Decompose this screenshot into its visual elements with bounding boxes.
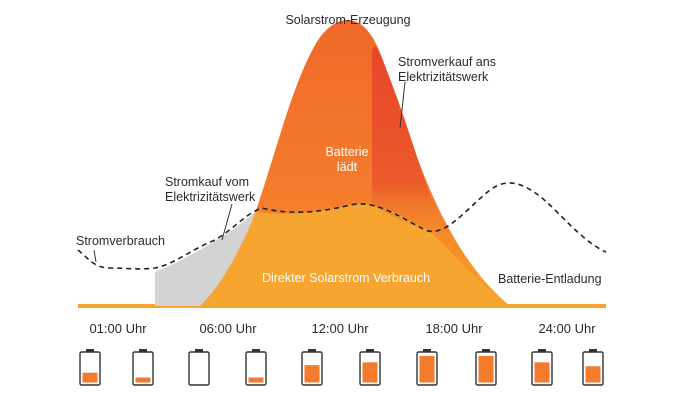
battery-icon <box>79 349 101 386</box>
battery-icon <box>416 349 438 386</box>
battery-cap <box>86 349 94 352</box>
battery-icon <box>301 349 323 386</box>
solar-peak-label: Solarstrom-Erzeugung <box>285 13 410 27</box>
battery-icon <box>531 349 553 386</box>
time-label: 18:00 Uhr <box>425 321 483 336</box>
battery-charge-level <box>82 372 98 383</box>
battery-charging-label-line2: lädt <box>337 160 358 174</box>
battery-cap <box>252 349 260 352</box>
battery-charge-level <box>585 366 601 383</box>
battery-body <box>245 351 267 386</box>
direct-use-label: Direkter Solarstrom Verbrauch <box>262 271 430 285</box>
battery-cap <box>139 349 147 352</box>
buy-leader-line <box>221 203 233 241</box>
battery-charge-level <box>248 377 264 383</box>
battery-cap <box>195 349 203 352</box>
battery-icon <box>582 349 604 386</box>
battery-icon <box>475 349 497 386</box>
battery-charging-label-line1: Batterie <box>325 145 368 159</box>
battery-cap <box>589 349 597 352</box>
battery-cap <box>423 349 431 352</box>
battery-body <box>188 351 210 386</box>
battery-icon <box>245 349 267 386</box>
battery-row <box>79 349 604 386</box>
consumption-label: Stromverbrauch <box>76 234 165 248</box>
battery-cap <box>366 349 374 352</box>
battery-icon <box>188 349 210 386</box>
time-label: 24:00 Uhr <box>538 321 596 336</box>
grid-purchase-area <box>155 208 262 306</box>
time-label: 06:00 Uhr <box>199 321 257 336</box>
battery-cap <box>538 349 546 352</box>
buy-label-line2: Elektrizitätswerk <box>165 190 256 204</box>
direct-consumption-area <box>200 204 510 306</box>
battery-icon <box>359 349 381 386</box>
battery-charge-level <box>362 362 378 383</box>
battery-charge-level <box>419 355 435 383</box>
battery-cap <box>482 349 490 352</box>
battery-cap <box>308 349 316 352</box>
sell-label-line2: Elektrizitätswerk <box>398 70 489 84</box>
buy-label-line1: Stromkauf vom <box>165 175 249 189</box>
consumption-leader-line <box>93 249 97 263</box>
battery-charge-level <box>478 355 494 383</box>
battery-body <box>132 351 154 386</box>
battery-discharge-label: Batterie-Entladung <box>498 272 602 286</box>
sell-label-line1: Stromverkauf ans <box>398 55 496 69</box>
battery-charge-level <box>534 362 550 383</box>
battery-charge-level <box>304 365 320 383</box>
sell-to-grid-area <box>372 46 443 230</box>
consumption-line <box>77 182 607 270</box>
sell-leader-line <box>399 81 406 129</box>
time-label: 01:00 Uhr <box>89 321 147 336</box>
time-label: 12:00 Uhr <box>311 321 369 336</box>
battery-charge-level <box>135 377 151 383</box>
battery-icon <box>132 349 154 386</box>
